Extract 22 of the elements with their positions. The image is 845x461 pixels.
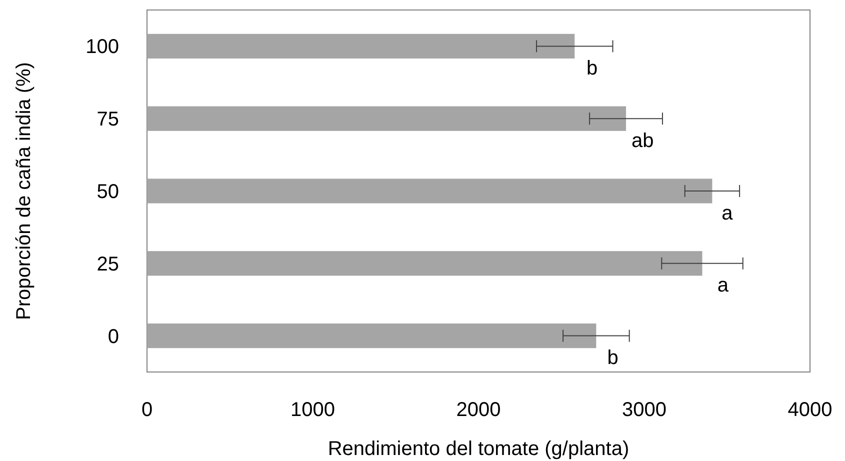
x-tick-label: 3000 <box>622 399 666 421</box>
bar <box>147 323 596 348</box>
annotation: a <box>717 274 730 297</box>
y-axis-title: Proporción de caña india (%) <box>13 62 35 320</box>
y-tick-label: 75 <box>96 108 119 131</box>
y-tick-label: 0 <box>108 326 119 348</box>
y-tick-label: 100 <box>86 36 119 58</box>
bar <box>147 106 626 131</box>
annotation: a <box>722 202 734 224</box>
bar <box>147 34 575 59</box>
bar <box>147 251 702 276</box>
y-tick-label: 25 <box>96 253 119 276</box>
annotation: b <box>586 58 598 80</box>
annotation: ab <box>631 130 654 152</box>
y-tick-label: 50 <box>96 181 119 203</box>
annotation: b <box>607 347 618 370</box>
x-tick-label: 1000 <box>290 399 335 421</box>
x-tick-label: 2000 <box>456 399 501 421</box>
x-tick-label: 4000 <box>788 399 832 421</box>
x-axis-title: Rendimiento del tomate (g/planta) <box>328 438 630 460</box>
bar <box>147 178 712 204</box>
x-tick-label: 0 <box>141 399 153 421</box>
